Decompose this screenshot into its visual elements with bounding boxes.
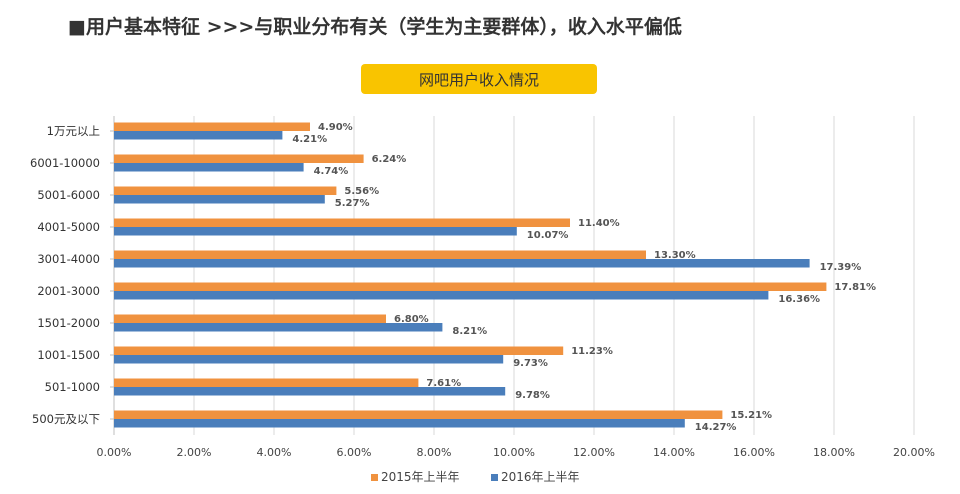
legend-swatch — [371, 474, 378, 481]
bar-2015 — [114, 314, 386, 323]
data-label: 13.30% — [654, 250, 696, 261]
data-label: 5.27% — [335, 198, 370, 209]
category-label: 4001-5000 — [37, 220, 100, 234]
category-label: 6001-10000 — [30, 156, 100, 170]
bar-2015 — [114, 378, 419, 387]
data-label: 16.36% — [778, 294, 820, 305]
page-title: ■用户基本特征 >>>与职业分布有关（学生为主要群体），收入水平偏低 — [68, 16, 682, 38]
data-label: 15.21% — [730, 410, 772, 421]
bar-2015 — [114, 250, 646, 259]
category-label: 5001-6000 — [37, 188, 100, 202]
bar-2015 — [114, 122, 310, 131]
bar-2016 — [114, 131, 283, 140]
x-tick-label: 12.00% — [573, 446, 615, 459]
data-label: 4.90% — [318, 122, 353, 133]
data-label: 9.78% — [515, 390, 550, 401]
data-label: 8.21% — [452, 326, 487, 337]
bar-2015 — [114, 282, 827, 291]
x-tick-label: 8.00% — [417, 446, 452, 459]
x-tick-label: 0.00% — [97, 446, 132, 459]
x-tick-label: 2.00% — [177, 446, 212, 459]
legend-label: 2015年上半年 — [381, 470, 460, 484]
data-label: 7.61% — [426, 378, 461, 389]
x-tick-label: 18.00% — [813, 446, 855, 459]
bar-2016 — [114, 291, 769, 300]
data-label: 5.56% — [344, 186, 379, 197]
x-tick-label: 6.00% — [337, 446, 372, 459]
category-label: 501-1000 — [45, 380, 100, 394]
category-label: 1001-1500 — [37, 348, 100, 362]
data-label: 14.27% — [695, 422, 737, 433]
bar-2016 — [114, 227, 517, 236]
x-tick-label: 4.00% — [257, 446, 292, 459]
data-label: 11.23% — [571, 346, 613, 357]
legend-label: 2016年上半年 — [501, 470, 580, 484]
data-label: 9.73% — [513, 358, 548, 369]
bar-2016 — [114, 195, 325, 204]
data-label: 4.74% — [314, 166, 349, 177]
x-tick-label: 14.00% — [653, 446, 695, 459]
data-label: 10.07% — [527, 230, 569, 241]
data-label: 6.80% — [394, 314, 429, 325]
category-label: 1万元以上 — [47, 124, 100, 138]
bar-2015 — [114, 410, 723, 419]
category-label: 2001-3000 — [37, 284, 100, 298]
category-label: 500元及以下 — [32, 412, 100, 426]
chart-title: 网吧用户收入情况 — [361, 64, 597, 94]
bar-2016 — [114, 419, 685, 428]
x-tick-label: 16.00% — [733, 446, 775, 459]
bar-2016 — [114, 259, 810, 268]
bar-2016 — [114, 387, 506, 396]
bar-2015 — [114, 218, 570, 227]
bar-2015 — [114, 154, 364, 163]
bar-2015 — [114, 186, 337, 195]
legend-swatch — [491, 474, 498, 481]
category-label: 1501-2000 — [37, 316, 100, 330]
category-label: 3001-4000 — [37, 252, 100, 266]
x-tick-label: 10.00% — [493, 446, 535, 459]
data-label: 17.39% — [820, 262, 862, 273]
data-label: 6.24% — [372, 154, 407, 165]
data-label: 11.40% — [578, 218, 620, 229]
data-label: 17.81% — [834, 282, 876, 293]
data-label: 4.21% — [292, 134, 327, 145]
bar-2016 — [114, 355, 504, 364]
x-tick-label: 20.00% — [893, 446, 935, 459]
bar-2015 — [114, 346, 564, 355]
bar-2016 — [114, 163, 304, 172]
bar-2016 — [114, 323, 443, 332]
